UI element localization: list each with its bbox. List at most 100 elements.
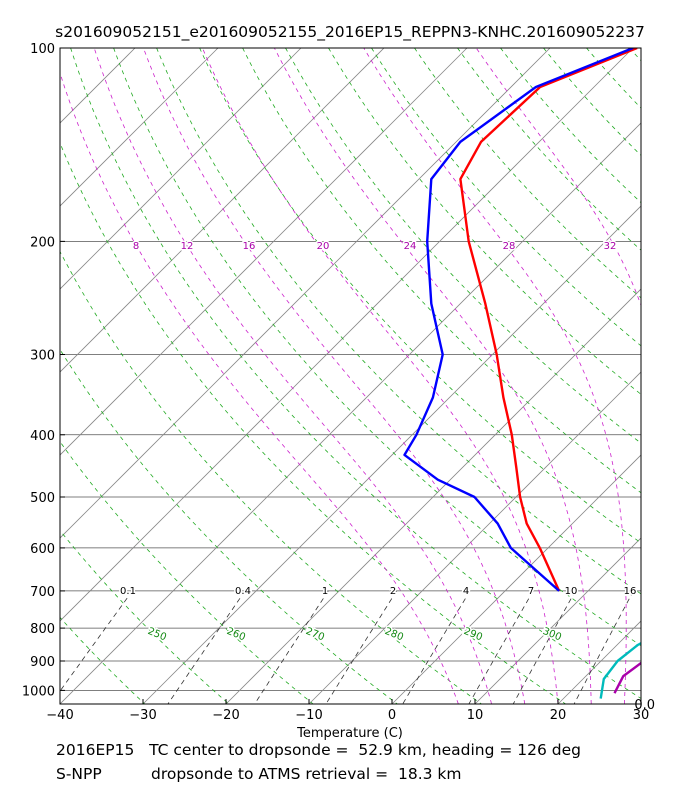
mixing-ratio-label: 16 (624, 586, 637, 597)
mixing-ratio-label: 0.4 (235, 586, 251, 597)
y-tick-label: 1000 (22, 684, 55, 699)
dry-adiabat-line (60, 348, 398, 704)
x-tick-label: 10 (467, 708, 484, 723)
mixing-ratio-line (325, 590, 397, 704)
isotherm-line (60, 48, 385, 373)
mixing-ratio-label: 7 (528, 586, 534, 597)
dry-adiabat-label: 250 (146, 626, 168, 643)
x-tick-label: 20 (550, 708, 567, 723)
dry-adiabat-line (586, 48, 641, 109)
plot-frame (59, 47, 642, 705)
dry-adiabat-label: 280 (383, 626, 405, 643)
dry-adiabat-line (500, 48, 641, 204)
moist-adiabat-line (363, 48, 627, 704)
isotherm-line (0, 48, 52, 704)
dry-adiabat-line (457, 48, 641, 251)
isotherm-line (60, 122, 641, 704)
dry-adiabat-label: 290 (462, 626, 484, 643)
isotherm-line (474, 537, 641, 704)
isotherm-line (225, 288, 641, 704)
mixing-ratio-line (254, 590, 329, 704)
isotherm-line (557, 620, 641, 704)
dry-adiabat-line (60, 142, 566, 704)
isotherm-line (60, 48, 302, 290)
dry-adiabat-label: 300 (541, 626, 563, 643)
isotherm-line (60, 48, 634, 622)
moist-adiabat-line (60, 71, 459, 704)
dry-adiabat-line (60, 616, 146, 704)
y-tick-label: 700 (30, 585, 55, 600)
isotherm-lines (0, 48, 641, 704)
x-tick-label: −40 (46, 708, 73, 723)
axis-ticks: −40 −30 −20 −10 0 10 20 30 100 200 300 400 500 600 700… (22, 42, 649, 723)
isotherm-line (308, 371, 641, 704)
moist-adiabat-label: 20 (317, 241, 330, 252)
dry-adiabat-label: 260 (225, 626, 247, 643)
dry-adiabat-line (285, 48, 641, 444)
y-tick-label: 200 (30, 235, 55, 250)
moist-adiabat-line (274, 48, 592, 704)
isobar-lines (60, 48, 641, 691)
y-tick-label: 300 (30, 348, 55, 363)
dry-adiabat-line (113, 48, 641, 647)
mixing-ratio-label: 2 (390, 586, 396, 597)
moist-adiabat-label: 8 (133, 241, 139, 252)
mixing-ratio-label: 10 (565, 586, 578, 597)
y-tick-label: 400 (30, 429, 55, 444)
isotherm-line (142, 205, 641, 704)
y-tick-label: 800 (30, 622, 55, 637)
y-tick-label: 900 (30, 655, 55, 670)
moist-adiabat-lines (60, 48, 641, 704)
profile-line (459, 48, 638, 592)
dry-adiabat-line (371, 48, 641, 347)
mixing-ratio-line (468, 590, 534, 704)
moist-adiabat-line (93, 48, 492, 704)
y-tick-label: 600 (30, 542, 55, 557)
moist-adiabat-label: 28 (503, 241, 516, 252)
moist-adiabat-line (143, 48, 526, 704)
profile-line (599, 641, 641, 699)
isotherm-line (640, 703, 641, 704)
corner-label: 0.0 (634, 698, 655, 713)
dry-adiabat-line (328, 48, 641, 395)
x-tick-label: 30 (633, 708, 650, 723)
dry-adiabat-line (60, 250, 482, 704)
moist-adiabat-label: 24 (404, 241, 417, 252)
x-tick-label: 0 (388, 708, 396, 723)
x-tick-label: −30 (129, 708, 156, 723)
dry-adiabat-line (60, 702, 61, 704)
moist-adiabat-label: 12 (181, 241, 194, 252)
mixing-ratio-label: 1 (322, 586, 328, 597)
moist-adiabat-label: 32 (604, 241, 617, 252)
dry-adiabat-line (543, 48, 641, 156)
profile-line (613, 661, 641, 694)
dry-adiabat-lines (60, 48, 641, 704)
x-tick-label: −10 (295, 708, 322, 723)
y-tick-label: 500 (30, 491, 55, 506)
x-tick-label: −20 (212, 708, 239, 723)
isotherm-line (60, 48, 551, 539)
chart-title: s201609052151_e201609052155_2016EP15_REP… (55, 23, 645, 42)
dry-adiabat-label: 270 (304, 626, 326, 643)
sounding-profiles (403, 48, 641, 699)
dry-adiabat-line (70, 48, 641, 699)
dry-adiabat-line (156, 48, 641, 595)
isotherm-line (60, 48, 136, 124)
mixing-ratio-line (402, 590, 471, 704)
moist-adiabat-line (202, 48, 559, 704)
isotherm-line (391, 454, 641, 704)
dry-adiabat-line (199, 48, 641, 544)
isotherm-line (60, 48, 219, 207)
profile-line (403, 48, 634, 592)
mixing-ratio-label: 0.1 (120, 586, 136, 597)
mixing-ratio-line (60, 590, 133, 692)
moist-adiabat-label: 16 (243, 241, 256, 252)
dry-adiabat-line (60, 529, 230, 704)
x-axis-label: Temperature (C) (296, 726, 403, 741)
mixing-ratio-label: 4 (463, 586, 469, 597)
mixing-ratio-line (167, 590, 246, 704)
isotherm-line (60, 48, 468, 456)
